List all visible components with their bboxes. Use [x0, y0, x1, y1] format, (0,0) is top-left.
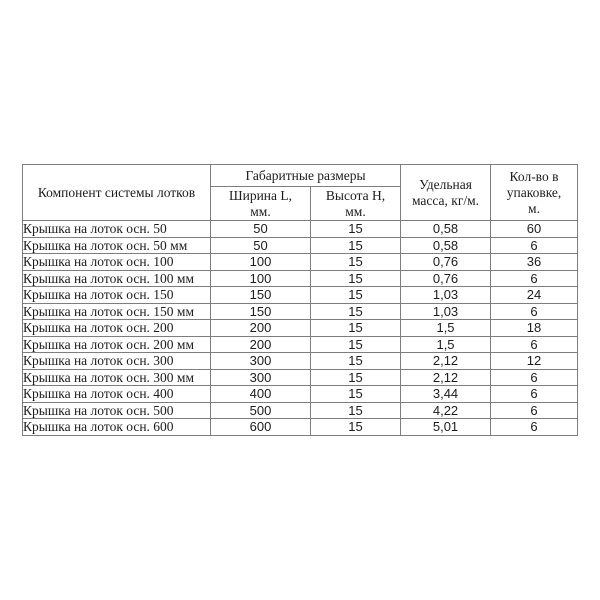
table-row: Крышка на лоток осн. 50 мм 50 15 0,58 6 [22, 236, 579, 254]
width-cell: 600 [210, 418, 311, 436]
height-cell: 15 [309, 220, 402, 238]
column-group-dimensions: Габаритные размеры [209, 164, 402, 187]
height-cell: 15 [309, 253, 402, 271]
header-row-sub: Ширина L, мм. Высота H, мм. [23, 186, 578, 221]
component-cell: Крышка на лоток осн. 300 [22, 352, 211, 370]
height-cell: 15 [309, 368, 402, 386]
height-header-line1: Высота H, [325, 187, 386, 203]
table-row: Крышка на лоток осн. 50 50 15 0,58 60 [22, 220, 579, 238]
unit-mass-line2: масса, кг/м. [411, 192, 480, 208]
table-row: Крышка на лоток осн. 150 150 15 1,03 24 [22, 286, 579, 304]
width-cell: 200 [210, 319, 311, 337]
table-row: Крышка на лоток осн. 400 400 15 3,44 6 [22, 385, 579, 403]
column-header-unit-mass: Удельная масса, кг/м. [400, 164, 492, 221]
table-row: Крышка на лоток осн. 300 300 15 2,12 12 [22, 352, 579, 370]
component-cell: Крышка на лоток осн. 100 мм [22, 269, 211, 287]
width-cell: 300 [210, 368, 311, 386]
height-cell: 15 [309, 385, 402, 403]
table-row: Крышка на лоток осн. 600 600 15 5,01 6 [22, 418, 579, 436]
height-cell: 15 [309, 302, 402, 320]
component-cell: Крышка на лоток осн. 300 мм [22, 368, 211, 386]
height-cell: 15 [309, 236, 402, 254]
mass-cell: 5,01 [400, 418, 492, 436]
width-cell: 100 [210, 269, 311, 287]
qty-cell: 6 [490, 401, 579, 419]
qty-cell: 60 [490, 220, 579, 238]
mass-cell: 0,76 [400, 253, 492, 271]
qty-cell: 12 [490, 352, 579, 370]
table-row: Крышка на лоток осн. 100 100 15 0,76 36 [22, 253, 579, 271]
mass-cell: 1,03 [400, 286, 492, 304]
width-cell: 200 [210, 335, 311, 353]
mass-cell: 4,22 [400, 401, 492, 419]
width-cell: 300 [210, 352, 311, 370]
qty-cell: 18 [490, 319, 579, 337]
unit-mass-line1: Удельная [419, 176, 472, 192]
width-header-line2: мм. [250, 203, 271, 219]
height-cell: 15 [309, 286, 402, 304]
component-cell: Крышка на лоток осн. 600 [22, 418, 211, 436]
width-cell: 50 [210, 236, 311, 254]
qty-cell: 6 [490, 269, 579, 287]
qty-cell: 6 [490, 302, 579, 320]
mass-cell: 1,5 [400, 335, 492, 353]
component-cell: Крышка на лоток осн. 100 [22, 253, 211, 271]
qty-cell: 6 [490, 236, 579, 254]
height-cell: 15 [309, 352, 402, 370]
component-cell: Крышка на лоток осн. 500 [22, 401, 211, 419]
height-cell: 15 [309, 401, 402, 419]
component-cell: Крышка на лоток осн. 50 [22, 220, 211, 238]
qty-line1: Кол-во в [509, 168, 559, 184]
width-cell: 500 [210, 401, 311, 419]
height-cell: 15 [309, 335, 402, 353]
table-row: Крышка на лоток осн. 100 мм 100 15 0,76 … [22, 269, 579, 287]
mass-cell: 0,76 [400, 269, 492, 287]
mass-cell: 2,12 [400, 352, 492, 370]
mass-cell: 3,44 [400, 385, 492, 403]
mass-cell: 1,03 [400, 302, 492, 320]
qty-line2: упаковке, [506, 184, 562, 200]
tray-components-spec-table: Компонент системы лотков Габаритные разм… [22, 164, 579, 436]
height-cell: 15 [309, 418, 402, 436]
width-cell: 50 [210, 220, 311, 238]
table-row: Крышка на лоток осн. 200 мм 200 15 1,5 6 [22, 335, 579, 353]
component-cell: Крышка на лоток осн. 200 [22, 319, 211, 337]
width-cell: 150 [210, 302, 311, 320]
table-row: Крышка на лоток осн. 300 мм 300 15 2,12 … [22, 368, 579, 386]
column-header-height: Высота H, мм. [309, 186, 402, 221]
component-cell: Крышка на лоток осн. 50 мм [22, 236, 211, 254]
qty-cell: 6 [490, 335, 579, 353]
width-cell: 100 [210, 253, 311, 271]
mass-cell: 2,12 [400, 368, 492, 386]
qty-cell: 24 [490, 286, 579, 304]
column-header-width: Ширина L, мм. [210, 186, 311, 221]
qty-line3: м. [528, 200, 540, 216]
component-cell: Крышка на лоток осн. 200 мм [22, 335, 211, 353]
width-cell: 400 [210, 385, 311, 403]
qty-cell: 36 [490, 253, 579, 271]
mass-cell: 1,5 [400, 319, 492, 337]
component-cell: Крышка на лоток осн. 400 [22, 385, 211, 403]
column-header-qty-per-pack: Кол-во в упаковке, м. [490, 164, 579, 221]
width-cell: 150 [210, 286, 311, 304]
width-header-line1: Ширина L, [228, 187, 293, 203]
mass-cell: 0,58 [400, 236, 492, 254]
column-header-component: Компонент системы лотков [22, 164, 211, 221]
height-cell: 15 [309, 319, 402, 337]
mass-cell: 0,58 [400, 220, 492, 238]
height-cell: 15 [309, 269, 402, 287]
component-cell: Крышка на лоток осн. 150 мм [22, 302, 211, 320]
table-row: Крышка на лоток осн. 200 200 15 1,5 18 [22, 319, 579, 337]
height-header-line2: мм. [345, 203, 366, 219]
header-row-top: Компонент системы лотков Габаритные разм… [22, 164, 579, 221]
table-row: Крышка на лоток осн. 150 мм 150 15 1,03 … [22, 302, 579, 320]
component-cell: Крышка на лоток осн. 150 [22, 286, 211, 304]
qty-cell: 6 [490, 418, 579, 436]
table-row: Крышка на лоток осн. 500 500 15 4,22 6 [22, 401, 579, 419]
qty-cell: 6 [490, 385, 579, 403]
qty-cell: 6 [490, 368, 579, 386]
